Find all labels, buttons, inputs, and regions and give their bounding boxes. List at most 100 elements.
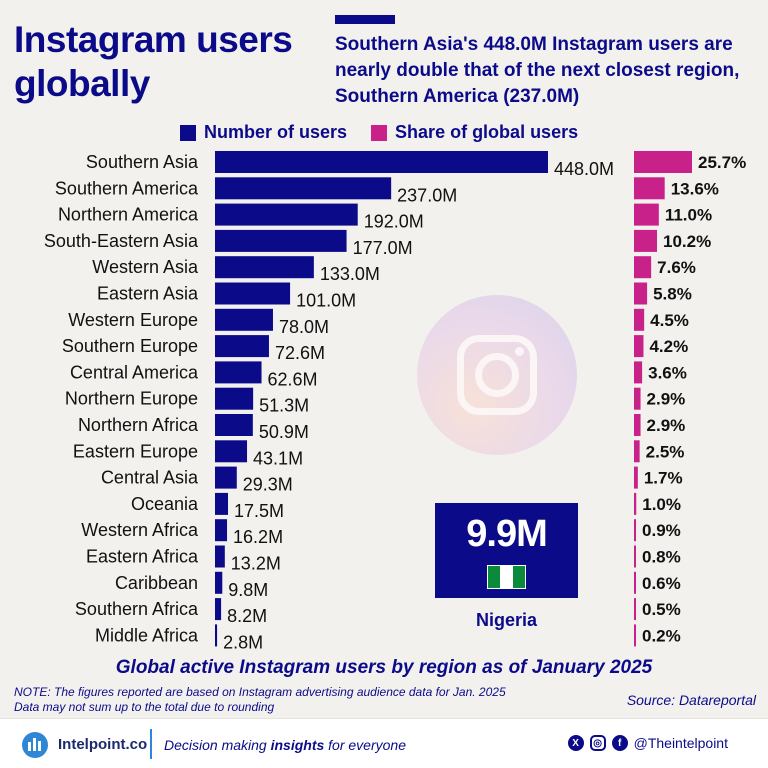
- users-bar-southern-asia: [215, 151, 548, 173]
- category-label-south-eastern-asia: South-Eastern Asia: [44, 231, 199, 251]
- share-value-middle-africa: 0.2%: [642, 626, 681, 645]
- social-links: X ◎ f @Theintelpoint: [567, 735, 728, 751]
- share-bar-southern-asia: [634, 151, 692, 173]
- note-line-1: NOTE: The figures reported are based on …: [14, 685, 506, 699]
- legend-label-users: Number of users: [204, 122, 348, 142]
- share-value-southern-europe: 4.2%: [649, 337, 688, 356]
- users-bar-northern-america: [215, 203, 358, 226]
- instagram-icon[interactable]: ◎: [589, 735, 606, 751]
- users-bar-western-asia: [215, 256, 314, 279]
- users-bar-central-america: [215, 361, 262, 384]
- category-label-northern-america: Northern America: [58, 205, 199, 225]
- brand-name[interactable]: Intelpoint.co: [58, 736, 148, 753]
- users-value-middle-africa: 2.8M: [223, 632, 263, 652]
- nigeria-flag-icon: [487, 565, 526, 589]
- title-accent-bar: [335, 15, 395, 24]
- share-value-southern-asia: 25.7%: [698, 153, 746, 172]
- category-label-middle-africa: Middle Africa: [95, 625, 199, 645]
- source: Source: Datareportal: [626, 692, 756, 708]
- category-label-southern-asia: Southern Asia: [86, 152, 199, 172]
- legend-swatch-share: [371, 124, 388, 141]
- page-subtitle: Southern Asia's 448.0M Instagram users a…: [335, 34, 740, 107]
- users-bar-eastern-europe: [215, 440, 248, 463]
- category-label-caribbean: Caribbean: [115, 573, 198, 593]
- users-bar-south-eastern-asia: [215, 229, 347, 252]
- category-label-southern-europe: Southern Europe: [62, 336, 198, 356]
- share-bar-middle-africa: [634, 624, 636, 647]
- users-value-eastern-africa: 13.2M: [231, 554, 281, 574]
- users-bar-middle-africa: [215, 624, 218, 647]
- share-bar-eastern-africa: [634, 545, 636, 568]
- users-value-southern-america: 237.0M: [397, 185, 457, 205]
- share-bar-eastern-europe: [634, 440, 640, 463]
- note: NOTE: The figures reported are based on …: [14, 685, 506, 715]
- users-value-western-africa: 16.2M: [233, 527, 283, 547]
- footer-divider: [150, 729, 152, 759]
- social-handle[interactable]: @Theintelpoint: [633, 735, 728, 751]
- intelpoint-logo-icon: [22, 732, 48, 758]
- nigeria-callout: 9.9M: [435, 503, 578, 598]
- instagram-logo-frame: [457, 335, 537, 415]
- callout-country: Nigeria: [475, 610, 538, 630]
- share-bar-western-africa: [634, 519, 637, 542]
- users-bar-western-africa: [215, 519, 228, 542]
- share-value-northern-europe: 2.9%: [647, 390, 686, 409]
- share-value-central-america: 3.6%: [648, 363, 687, 382]
- chart-legend: Number of users Share of global users: [180, 122, 578, 143]
- users-value-southern-africa: 8.2M: [227, 606, 267, 626]
- share-bar-northern-america: [634, 203, 659, 226]
- share-value-southern-africa: 0.5%: [642, 600, 681, 619]
- users-value-oceania: 17.5M: [234, 501, 284, 521]
- tagline-pre: Decision making: [164, 737, 271, 753]
- share-value-western-asia: 7.6%: [657, 258, 696, 277]
- flag-stripe-left: [488, 566, 501, 588]
- users-bar-northern-europe: [215, 387, 254, 410]
- users-value-southern-asia: 448.0M: [554, 159, 614, 179]
- share-value-central-asia: 1.7%: [644, 469, 683, 488]
- users-value-eastern-asia: 101.0M: [296, 291, 356, 311]
- users-value-northern-europe: 51.3M: [259, 396, 309, 416]
- users-bar-eastern-asia: [215, 282, 291, 305]
- share-bar-central-asia: [634, 466, 638, 489]
- footer: Intelpoint.co Decision making insights f…: [0, 718, 768, 768]
- category-label-eastern-europe: Eastern Europe: [73, 441, 198, 461]
- share-value-northern-africa: 2.9%: [647, 416, 686, 435]
- legend-item-users: Number of users: [180, 122, 347, 143]
- category-label-central-asia: Central Asia: [101, 468, 199, 488]
- category-label-western-asia: Western Asia: [92, 257, 199, 277]
- users-value-central-america: 62.6M: [268, 369, 318, 389]
- share-value-northern-america: 11.0%: [665, 206, 712, 225]
- users-bar-eastern-africa: [215, 545, 225, 568]
- share-value-western-africa: 0.9%: [642, 521, 681, 540]
- users-bar-caribbean: [215, 571, 223, 594]
- tagline-bold: insights: [270, 737, 325, 753]
- share-bar-south-eastern-asia: [634, 229, 658, 252]
- share-bar-southern-europe: [634, 335, 644, 358]
- facebook-icon[interactable]: f: [611, 735, 628, 751]
- users-value-western-asia: 133.0M: [320, 264, 380, 284]
- share-bar-western-europe: [634, 308, 645, 331]
- category-label-northern-europe: Northern Europe: [65, 389, 198, 409]
- legend-item-share: Share of global users: [371, 122, 578, 143]
- users-bar-central-asia: [215, 466, 237, 489]
- users-bar-southern-europe: [215, 335, 269, 358]
- share-bar-caribbean: [634, 571, 636, 594]
- instagram-logo-lens: [475, 353, 519, 397]
- share-value-south-eastern-asia: 10.2%: [663, 232, 711, 251]
- share-value-western-europe: 4.5%: [650, 311, 689, 330]
- category-label-eastern-asia: Eastern Asia: [97, 284, 199, 304]
- users-value-eastern-europe: 43.1M: [253, 448, 303, 468]
- x-icon[interactable]: X: [567, 735, 584, 751]
- category-label-southern-africa: Southern Africa: [75, 599, 199, 619]
- users-bar-southern-america: [215, 177, 392, 200]
- tagline-post: for everyone: [324, 737, 406, 753]
- category-label-northern-africa: Northern Africa: [78, 415, 199, 435]
- share-bar-southern-america: [634, 177, 665, 200]
- share-bar-southern-africa: [634, 598, 636, 621]
- share-value-oceania: 1.0%: [642, 495, 681, 514]
- category-label-western-africa: Western Africa: [81, 520, 199, 540]
- users-value-caribbean: 9.8M: [228, 580, 268, 600]
- tagline: Decision making insights for everyone: [164, 737, 406, 753]
- legend-swatch-users: [180, 124, 196, 141]
- users-value-northern-america: 192.0M: [364, 212, 424, 232]
